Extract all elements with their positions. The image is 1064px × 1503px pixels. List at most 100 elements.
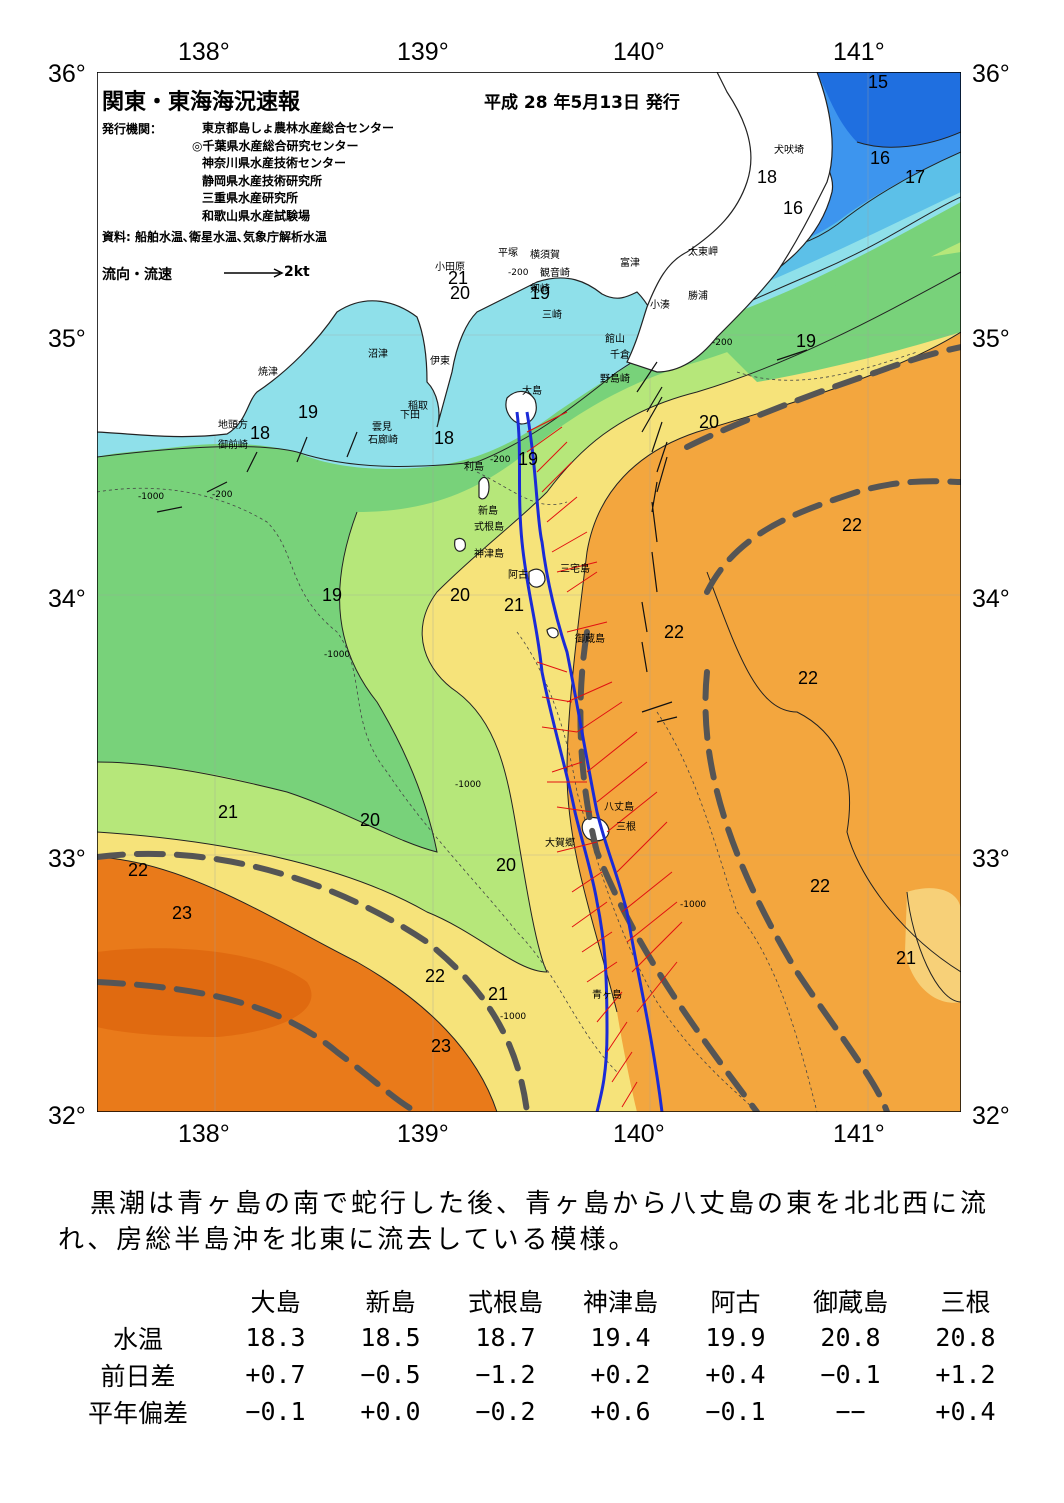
issuer: 静岡県水産技術研究所 [202,173,323,188]
isotherm-label: 16 [870,148,891,168]
lat-tick: 32° [48,1102,86,1130]
isotherm-label: 19 [796,331,817,351]
table-cell: +0.7 [245,1360,306,1389]
summary-text: 黒潮は青ヶ島の南で蛇行した後、青ヶ島から八丈島の東を北北西に流れ、房総半島沖を北… [58,1189,990,1255]
place-label: 館山 [605,334,625,345]
depth-label: -200 [212,490,233,500]
legend-label: 流向・流速 [102,267,172,283]
place-label: 三宅島 [560,564,590,575]
place-label: 伊東 [430,356,450,367]
place-label: 地頭方 [218,420,248,431]
place-label: 焼津 [258,367,278,378]
table-row: 水温 18.3 18.5 18.7 19.4 19.9 20.8 20.8 [58,1319,1023,1356]
isotherm-label: 20 [450,585,471,605]
place-label: 新島 [478,506,498,517]
place-label: 平塚 [498,248,518,259]
lon-tick: 140° [613,38,665,66]
lat-tick: 34° [972,585,1010,613]
black-current-vectors [156,349,808,723]
place-label: 御前崎 [218,440,248,451]
boso-peninsula [626,72,833,373]
lat-tick: 32° [972,1102,1010,1130]
lon-tick: 140° [613,1120,665,1148]
table-cell: −0.5 [360,1360,421,1389]
table-cell: −0.1 [705,1397,766,1426]
isotherm-label: 20 [360,810,381,830]
sst-zone-19-east [717,252,961,382]
isotherm-label: 20 [699,412,720,432]
lon-tick: 141° [833,1120,885,1148]
column-header: 式根島 [467,1287,543,1317]
table-cell: +0.6 [590,1397,651,1426]
issuer: 東京都島しょ農林水産総合センター [202,121,395,135]
isotherm-label: 21 [896,948,917,968]
depth-label: -1000 [324,650,351,660]
isotherm-label: 19 [322,585,343,605]
lat-tick: 33° [48,845,86,873]
depth-label: -1000 [680,900,707,910]
table-cell: +1.2 [935,1360,996,1389]
place-label: 太東岬 [688,247,718,258]
table-cell: −0.1 [245,1397,306,1426]
place-label: 利島 [464,462,484,473]
place-label: 大賀郷 [545,838,575,849]
depth-label: -1000 [138,492,165,502]
column-header: 御蔵島 [812,1287,888,1317]
place-label: 稲取 [408,401,428,412]
table-cell: 18.3 [245,1323,306,1352]
place-label: 大島 [522,386,542,397]
lon-tick: 139° [397,1120,449,1148]
place-label: 富津 [620,258,640,269]
isotherm-label: 22 [810,876,831,896]
table-cell: −0.1 [820,1360,881,1389]
table-row: 平年偏差 −0.1 +0.0 −0.2 +0.6 −0.1 −− +0.4 [58,1393,1023,1430]
row-label: 水温 [112,1324,163,1354]
isotherm-label: 22 [798,668,819,688]
place-label: 八丈島 [604,802,634,813]
isotherm-label: 21 [504,595,525,615]
column-header: 阿古 [710,1287,761,1317]
current-vectors [526,411,683,1108]
place-label: 横須賀 [530,250,560,261]
place-label: 小湊 [650,300,670,311]
depth-contours [97,351,918,1112]
miyakejima [528,568,546,588]
depth-label: -1000 [455,780,482,790]
table-cell: 18.7 [475,1323,536,1352]
lat-tick: 33° [972,845,1010,873]
isotherm-label: 23 [172,903,193,923]
isotherm-label: 17 [905,167,926,187]
isotherm-label: 19 [518,449,539,469]
mikurajima [546,627,559,639]
legend-arrow-icon [224,268,284,278]
land [97,72,834,842]
lon-tick: 141° [833,38,885,66]
isotherm-label: 22 [664,622,685,642]
issuer: 三重県水産研究所 [202,191,299,205]
issuers-list: 東京都島しょ農林水産総合センター ◎千葉県水産総合研究センター 神奈川県水産技術… [192,120,394,225]
place-label: 小田原 [435,262,465,273]
place-label: 三根 [616,822,636,833]
table-cell: 19.4 [590,1323,651,1352]
legend-scale: 2kt [284,264,310,280]
isotherm-label: 21 [448,268,469,288]
place-label: 千倉 [610,350,630,361]
lat-tick: 36° [972,60,1010,88]
column-header: 大島 [250,1287,301,1317]
kozushima [454,537,466,552]
isotherm-label: 19 [298,402,319,422]
depth-label: -200 [490,455,511,465]
table-cell: −− [835,1397,866,1426]
table-row: 前日差 +0.7 −0.5 −1.2 +0.2 +0.4 −0.1 +1.2 [58,1356,1023,1393]
place-label: 三崎 [542,310,562,321]
lon-tick: 138° [178,38,230,66]
table-header-row: 大島 新島 式根島 神津島 阿古 御蔵島 三根 [58,1282,1023,1319]
lat-tick: 35° [48,325,86,353]
map-title: 関東・東海海況速報 [102,90,301,115]
isotherm-label: 22 [128,860,149,880]
isotherm-label: 20 [496,855,517,875]
sea-surface-temperature-map [97,72,961,1112]
lon-tick: 138° [178,1120,230,1148]
depth-label: -1000 [500,1012,527,1022]
lat-tick: 36° [48,60,86,88]
